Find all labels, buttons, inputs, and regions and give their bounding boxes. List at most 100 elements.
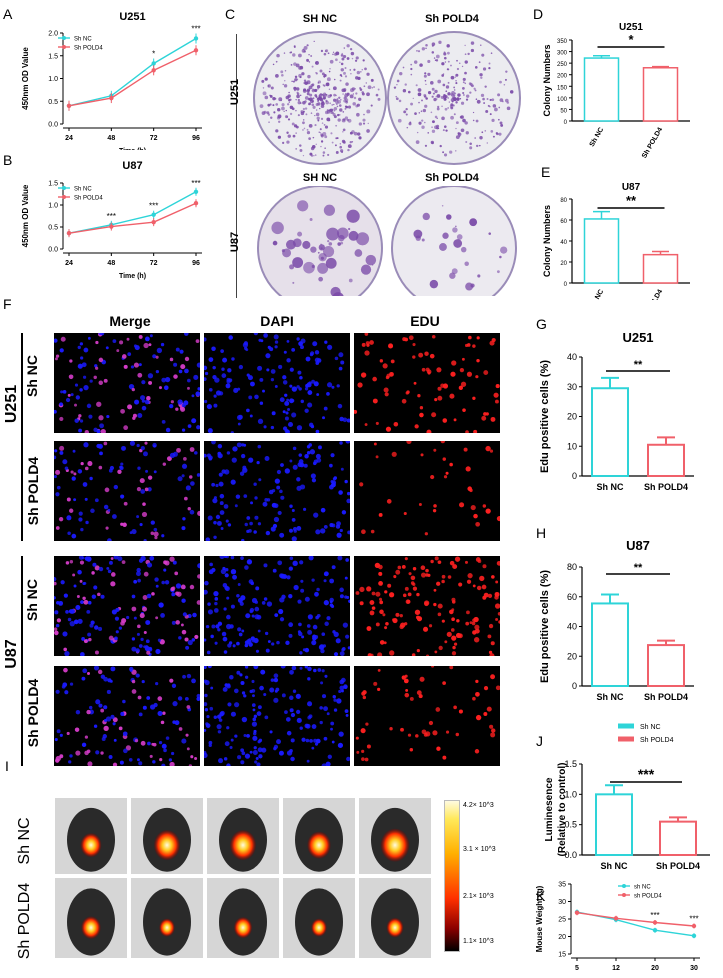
cell-nucleus (237, 422, 241, 426)
cell-nucleus (401, 564, 406, 569)
colony (303, 88, 307, 92)
cell-nucleus (217, 628, 221, 632)
cell-nucleus (185, 645, 190, 650)
colony (479, 73, 483, 77)
cell-nucleus (218, 391, 224, 396)
cell-nucleus (323, 579, 327, 583)
cell-nucleus (420, 572, 427, 578)
cell-nucleus (252, 750, 258, 756)
colony (436, 126, 439, 130)
cell-nucleus (207, 602, 211, 606)
cell-nucleus (213, 715, 218, 719)
cell-nucleus (86, 671, 91, 676)
cell-nucleus (216, 724, 222, 730)
cell-nucleus (169, 357, 174, 362)
colony (467, 52, 470, 56)
cell-nucleus (74, 418, 79, 423)
colony (297, 98, 301, 102)
cell-nucleus (152, 354, 157, 359)
cell-nucleus (96, 443, 101, 449)
cell-nucleus (334, 356, 339, 361)
cell-nucleus (111, 572, 116, 577)
cell-nucleus (148, 343, 152, 347)
cell-nucleus (182, 517, 186, 521)
colony (358, 97, 362, 101)
cell-nucleus (89, 379, 93, 383)
cell-nucleus (475, 714, 482, 721)
colony (499, 121, 503, 125)
cell-nucleus (218, 481, 224, 487)
colony (474, 66, 478, 69)
y-tick-label: 15 (558, 952, 566, 959)
colony (446, 68, 449, 71)
cell-nucleus (249, 689, 253, 694)
x-tick-label: Sh NC (597, 692, 625, 702)
colony (441, 116, 445, 121)
colony (344, 116, 349, 120)
cell-nucleus (329, 463, 333, 468)
cell-nucleus (177, 476, 183, 482)
cell-nucleus (230, 711, 236, 717)
cell-nucleus (181, 474, 185, 478)
colony (310, 246, 317, 253)
cell-nucleus (393, 421, 399, 427)
bar (591, 602, 629, 687)
colony (433, 97, 437, 102)
plate-u87-nc (257, 186, 383, 296)
cell-nucleus (142, 502, 146, 506)
cell-nucleus (208, 357, 214, 362)
cell-nucleus (475, 375, 479, 379)
cell-nucleus (96, 429, 101, 433)
cell-nucleus (204, 666, 207, 669)
cell-nucleus (332, 695, 336, 699)
cell-nucleus (249, 414, 253, 418)
x-tick-label: 48 (107, 135, 115, 142)
cell-nucleus (339, 651, 345, 656)
y-tick-label: 10 (567, 441, 577, 451)
data-point (151, 61, 156, 66)
colony (278, 120, 281, 123)
cell-nucleus (336, 384, 340, 388)
cell-nucleus (230, 604, 235, 609)
colony (429, 279, 439, 289)
cell-nucleus (335, 524, 341, 529)
colony (344, 105, 348, 108)
cell-nucleus (262, 389, 265, 393)
cell-nucleus (161, 420, 166, 424)
cell-nucleus (169, 556, 175, 562)
cell-nucleus (188, 764, 193, 766)
colony (307, 90, 310, 93)
cell-nucleus (279, 532, 285, 538)
y-tick-label: 0 (572, 471, 577, 481)
cell-nucleus (94, 650, 99, 655)
cell-nucleus (290, 738, 295, 743)
cell-nucleus (213, 535, 217, 540)
cell-nucleus (147, 487, 152, 492)
cell-nucleus (254, 606, 260, 612)
cell-nucleus (153, 470, 157, 474)
cell-nucleus (472, 584, 476, 588)
cell-nucleus (117, 556, 123, 562)
cell-nucleus (495, 617, 499, 621)
cell-nucleus (485, 412, 489, 416)
colony (421, 119, 424, 122)
cell-nucleus (141, 511, 148, 518)
cell-nucleus (338, 352, 344, 358)
colony (264, 95, 269, 100)
cell-nucleus (451, 597, 456, 602)
colony (301, 49, 306, 53)
cell-nucleus (274, 385, 278, 388)
colony (304, 96, 309, 100)
cell-nucleus (222, 686, 228, 692)
cell-nucleus (131, 646, 137, 652)
colony (445, 90, 448, 93)
colony (418, 121, 422, 125)
cell-nucleus (78, 511, 83, 516)
y-tick-label: 80 (567, 562, 577, 572)
cell-nucleus (100, 751, 104, 755)
cell-nucleus (339, 679, 345, 685)
cell-nucleus (77, 569, 82, 575)
cell-nucleus (272, 523, 278, 529)
cell-nucleus (490, 416, 496, 422)
